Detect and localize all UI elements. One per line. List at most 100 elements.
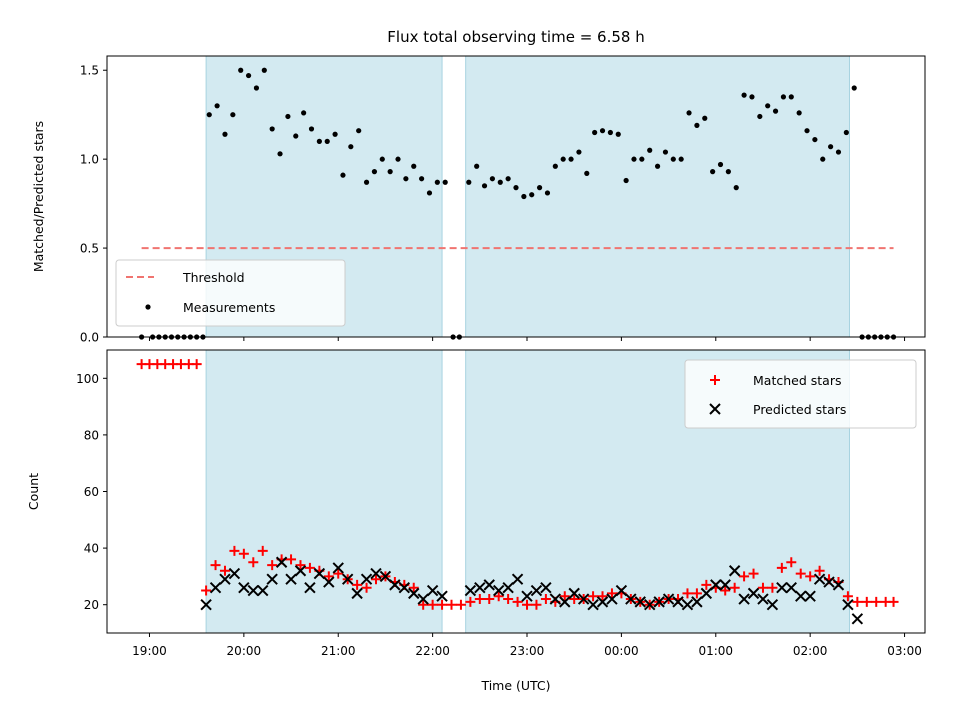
matched-stars-point: [229, 545, 240, 556]
predicted-stars-point: [644, 598, 656, 611]
predicted-stars-point: [464, 584, 477, 597]
matched-stars-point: [201, 585, 212, 596]
matched-stars-point: [408, 582, 419, 593]
measurement-point: [521, 193, 527, 200]
measurement-point: [324, 138, 330, 144]
measurement-point: [206, 112, 212, 118]
predicted-stars-point: [662, 593, 675, 605]
measurement-point: [670, 156, 676, 162]
matched-stars-point: [871, 596, 882, 607]
measurement-point: [733, 185, 739, 191]
y-tick-label: 60: [84, 485, 99, 499]
predicted-stars-point: [511, 573, 524, 585]
predicted-stars-point: [606, 593, 618, 605]
measurement-point: [301, 110, 307, 116]
matched-stars-point: [522, 599, 533, 610]
matched-stars-point: [588, 591, 599, 602]
measurement-point: [796, 110, 802, 116]
matched-stars-point: [888, 596, 899, 607]
measurement-point: [474, 163, 480, 169]
axes-frame: [106, 55, 926, 338]
predicted-stars-point: [294, 565, 307, 577]
matched-stars-point: [361, 582, 372, 593]
predicted-stars-point: [634, 596, 646, 608]
measurement-point: [639, 156, 645, 162]
matched-stars-point: [427, 599, 438, 610]
measurement-point: [741, 92, 747, 98]
measurement-point: [843, 129, 849, 136]
measurement-point: [757, 113, 763, 120]
measurement-point: [489, 176, 496, 182]
predicted-stars-point: [653, 596, 665, 608]
observing-window: [465, 55, 850, 338]
measurement-point: [576, 149, 582, 155]
predicted-stars-point: [379, 570, 392, 583]
matched-stars-point: [842, 591, 853, 602]
x-tick-label: 23:00: [510, 644, 545, 658]
predicted-stars-point: [577, 593, 590, 605]
matched-stars-point: [493, 591, 504, 602]
predicted-stars-point: [813, 573, 826, 585]
measurement-point: [230, 112, 236, 118]
predicted-stars-point: [360, 573, 373, 585]
matched-stars-point: [465, 596, 476, 607]
predicted-stars-point: [832, 579, 845, 591]
measurement-point: [835, 149, 842, 155]
measurement-point: [584, 170, 590, 176]
predicted-stars-point: [389, 579, 401, 591]
predicted-stars-point: [719, 579, 731, 591]
measurement-point: [253, 85, 260, 91]
measurement-point: [505, 176, 511, 182]
measurement-point: [851, 85, 857, 91]
matched-stars-point: [323, 571, 334, 582]
predicted-stars-point: [370, 567, 382, 580]
measurement-point: [662, 149, 669, 155]
measurement-point: [411, 163, 417, 169]
predicted-stars-point: [728, 565, 741, 577]
x-tick-label: 01:00: [698, 644, 733, 658]
matched-stars-point: [540, 594, 551, 605]
matched-stars-point: [597, 591, 608, 602]
matched-stars-point: [455, 599, 466, 610]
legend-box: [115, 259, 346, 327]
predicted-stars-point: [757, 593, 769, 605]
measurement-point: [356, 128, 362, 134]
measurement-point: [749, 94, 755, 100]
matched-stars-point: [861, 596, 872, 607]
measurement-point: [245, 72, 252, 79]
measurement-point: [812, 136, 818, 143]
matched-stars-point: [219, 565, 230, 576]
predicted-stars-point: [785, 582, 797, 594]
matched-stars-point: [720, 585, 731, 596]
matched-stars-point: [304, 562, 315, 573]
measurement-point: [631, 156, 637, 162]
predicted-stars-point: [851, 613, 864, 625]
measurement-point: [466, 179, 472, 185]
measurement-point: [607, 129, 613, 136]
measurement-point: [560, 156, 566, 162]
matched-stars-point: [512, 596, 523, 607]
predicted-stars-point: [417, 593, 429, 605]
measurement-point: [654, 163, 661, 169]
measurement-point: [395, 156, 401, 162]
predicted-stars-point: [313, 567, 326, 580]
predicted-stars-point: [700, 587, 713, 600]
predicted-stars-point: [285, 573, 297, 585]
legend-measurements-swatch: [145, 304, 151, 310]
predicted-stars-point: [332, 562, 344, 574]
predicted-stars-point: [587, 598, 599, 611]
measurement-point: [222, 131, 228, 137]
measurement-point: [261, 67, 267, 73]
x-tick-label: 02:00: [793, 644, 828, 658]
y-tick-label: 100: [76, 372, 99, 386]
matched-stars-point: [805, 571, 816, 582]
predicted-stars-point: [483, 579, 495, 591]
y-tick-label: 1.5: [80, 64, 99, 78]
x-tick-label: 20:00: [227, 644, 262, 658]
predicted-stars-point: [351, 587, 363, 600]
legend-box: [684, 359, 917, 429]
y-tick-label: 80: [84, 428, 99, 442]
predicted-stars-point: [549, 593, 562, 605]
x-tick-label: 22:00: [415, 644, 450, 658]
